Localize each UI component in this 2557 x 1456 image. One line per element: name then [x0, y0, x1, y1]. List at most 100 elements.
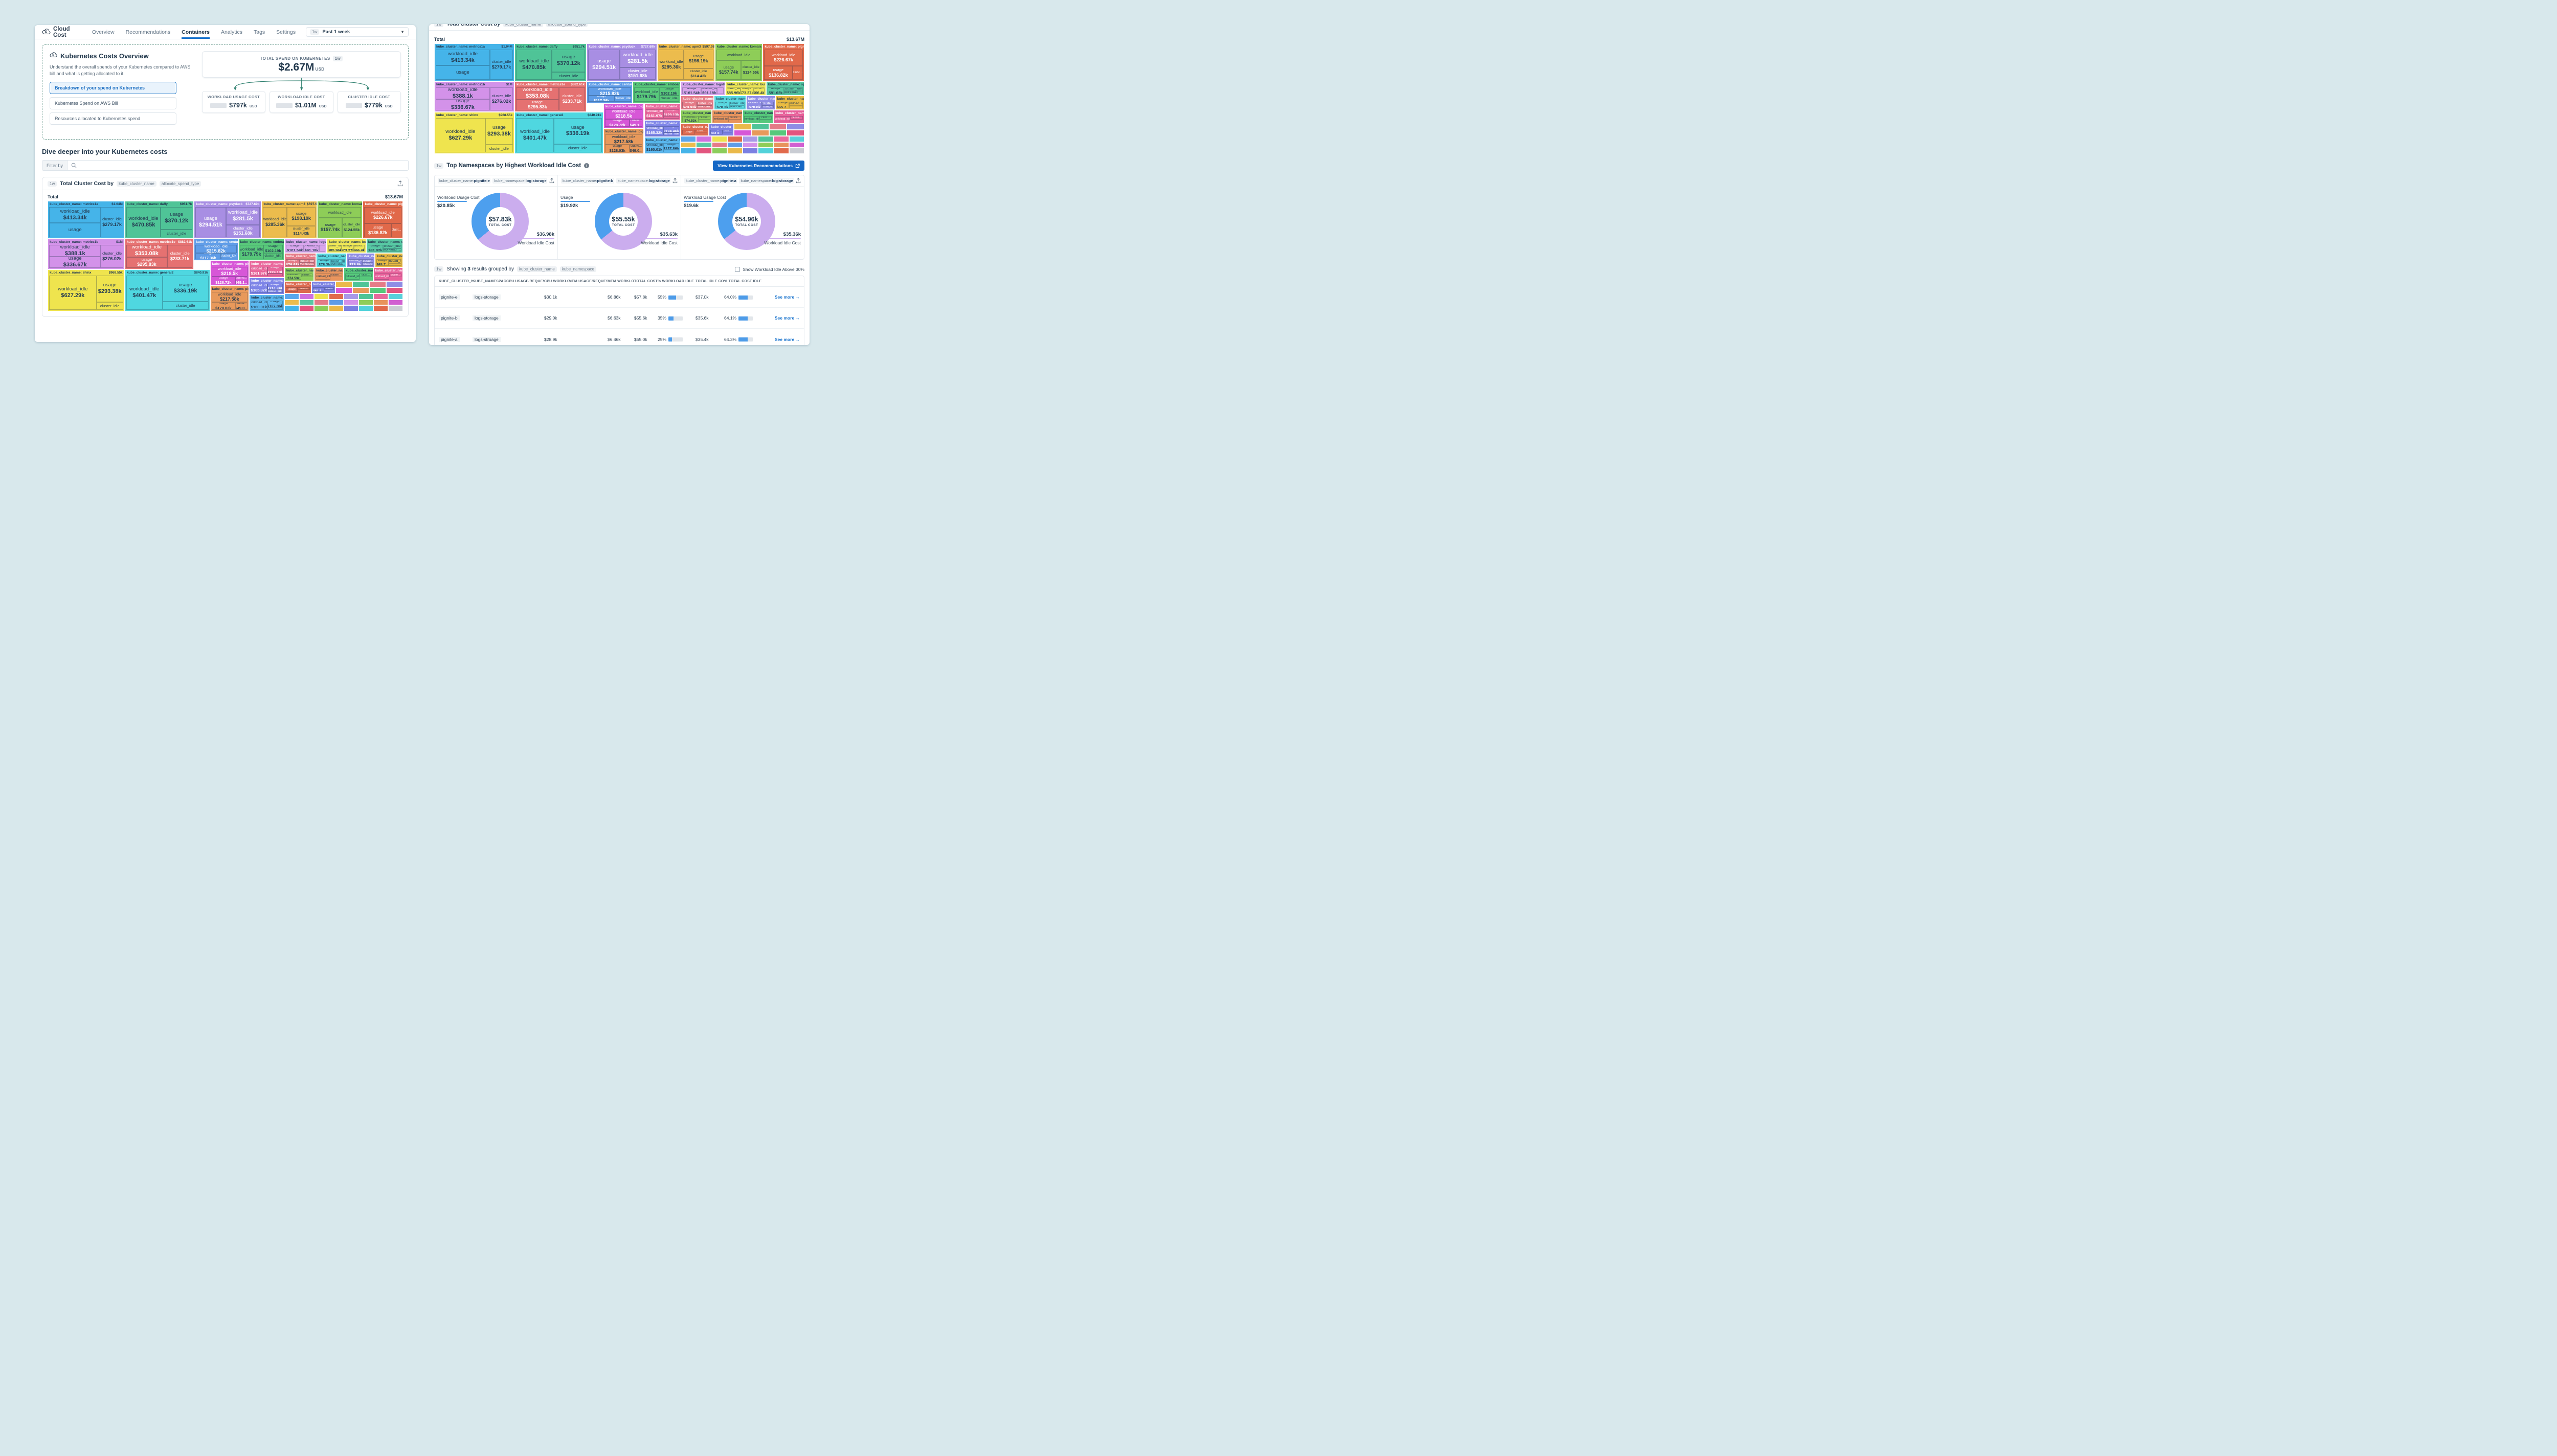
treemap-cell[interactable]: workload_idle $217.58k — [604, 134, 643, 145]
treemap-cell[interactable]: usage $65.7... — [376, 259, 389, 266]
overview-button-0[interactable]: Breakdown of your spend on Kubernetes — [50, 82, 176, 95]
treemap-cell[interactable]: usage $101.54k — [682, 87, 702, 95]
groupby-chip-cluster-name[interactable]: kube_cluster_name — [503, 24, 543, 27]
treemap-cell[interactable]: workload_idle $627.29k — [49, 275, 97, 310]
treemap-group-daffy[interactable]: kube_cluster_name: daffy $951.7k workload_… — [514, 43, 587, 82]
treemap-cell[interactable]: cluster_idle — [615, 96, 632, 102]
treemap-cell[interactable]: workload_idle $627.29k — [436, 118, 485, 152]
treemap-group-metrics1b[interactable]: kube_cluster_name: metrics1b $1M workload_… — [48, 239, 125, 269]
treemap-group-s-cyan[interactable]: kube_cluster_name: s...usage$78.3kcluste… — [316, 253, 347, 268]
treemap-small-tile[interactable] — [388, 299, 403, 306]
export-icon[interactable] — [549, 178, 554, 184]
treemap-cell[interactable]: cluster_idle — [267, 290, 283, 293]
treemap-cell[interactable]: workload... $74.53k — [682, 116, 699, 123]
treemap-small-tile[interactable] — [681, 136, 697, 142]
treemap-small-tile[interactable] — [358, 293, 373, 300]
treemap-small-tile[interactable] — [358, 299, 373, 306]
treemap-small-tile[interactable] — [373, 299, 388, 306]
treemap-small-tile[interactable] — [284, 305, 299, 311]
treemap-cell[interactable]: workload_idle $281.5k — [620, 50, 656, 68]
treemap-cell[interactable]: workload_idle $388.1k — [49, 245, 101, 257]
treemap-group-apm3[interactable]: kube_cluster_name: apm3$597.98kworkload_… — [261, 201, 317, 239]
treemap-small-tile[interactable] — [758, 148, 774, 154]
treemap-cell[interactable]: usage $117.36k — [588, 96, 615, 102]
tab-analytics[interactable]: Analytics — [220, 29, 242, 35]
filter-chip[interactable]: kube_cluster_name:pignite-b — [561, 178, 614, 184]
export-icon[interactable] — [796, 178, 801, 184]
results-chip-cluster-name[interactable]: kube_cluster_name — [517, 266, 557, 272]
donut-chart[interactable]: $54.96k TOTAL COST — [718, 193, 775, 250]
treemap-group-seel-c[interactable]: kube_cluster_nam...workload_idle$78.8kcl… — [746, 96, 775, 110]
treemap-cell[interactable]: workload_idle $388.1k — [436, 87, 490, 100]
treemap-small-tile[interactable] — [335, 287, 353, 293]
treemap-small-tile[interactable] — [789, 142, 804, 148]
treemap-cell[interactable]: workload_idle — [318, 207, 362, 218]
treemap-cell[interactable]: usage — [49, 223, 101, 238]
treemap-cell[interactable]: cluste... — [330, 274, 342, 278]
filter-input[interactable] — [80, 162, 408, 169]
treemap-cell[interactable]: cluster_idle — [162, 301, 209, 310]
treemap-cell[interactable]: cluster_idle $114.43k — [287, 225, 316, 238]
treemap-cell[interactable]: workload_idle$160.01k — [251, 300, 267, 310]
treemap-small-tile[interactable] — [386, 281, 403, 288]
treemap-group-sm1[interactable]: kube_cluster_name: ...workload...$74.53k… — [284, 267, 315, 282]
treemap-cell[interactable]: usage $336.19k — [553, 118, 602, 144]
overview-button-2[interactable]: Resources allocated to Kubernetes spend — [50, 112, 176, 125]
treemap-cell[interactable]: cluster_idle $233.71k — [558, 87, 586, 110]
treemap-cell[interactable]: usage $293.38k — [96, 275, 123, 303]
treemap-cell[interactable]: workload_idle $179.79k — [634, 87, 659, 102]
treemap-cell[interactable]: cluster_idle $114.43k — [684, 68, 713, 80]
treemap-cell[interactable] — [789, 106, 803, 109]
treemap-cell[interactable]: workload_idle $413.34k — [49, 207, 101, 223]
treemap-group-sp-red[interactable]: kube_cluster_name: sp...usage$79.93kclus… — [681, 96, 714, 110]
treemap-small-tile[interactable] — [773, 136, 789, 142]
treemap-small-tile[interactable] — [787, 130, 804, 136]
export-icon[interactable] — [397, 180, 403, 187]
treemap-group-sm3[interactable]: kube_cluster_name:...workload_idleclust.… — [743, 110, 774, 124]
treemap-small-tile[interactable] — [335, 281, 353, 288]
treemap-cell[interactable]: workload_idle $226.67k — [364, 207, 401, 223]
treemap-group-logs8[interactable]: kube_cluster_name: logs8usage$101.54kwor… — [284, 239, 327, 254]
treemap-small-tile[interactable] — [696, 136, 712, 142]
treemap-group-shinx[interactable]: kube_cluster_name: shinx $968.55k workload… — [48, 269, 125, 311]
treemap-cell[interactable]: clust... — [360, 274, 372, 278]
treemap-cell[interactable] — [663, 116, 680, 119]
treemap-cell[interactable]: workload_idle $218.5k — [604, 109, 643, 120]
treemap-small-tile[interactable] — [358, 305, 373, 311]
results-chip-namespace[interactable]: kube_namespace — [559, 266, 596, 272]
treemap-group-gold2[interactable]: kube_cluster_nam...usage$65.7...workload… — [775, 96, 804, 110]
treemap-cell[interactable]: workload_idle $401.47k — [126, 275, 163, 310]
treemap-small-tile[interactable] — [343, 293, 358, 300]
treemap-cell[interactable]: cluster_idle — [783, 87, 803, 91]
treemap-group-shinx[interactable]: kube_cluster_name: shinx $968.55k workload… — [434, 111, 515, 154]
treemap-cell[interactable]: workload_... — [783, 90, 803, 95]
treemap-group-pignite-b[interactable]: kube_cluster_name: pignite-bworkload_idl… — [210, 260, 250, 286]
treemap-small-tile[interactable] — [696, 142, 712, 148]
treemap-cell[interactable]: usage $79.93k — [682, 102, 697, 109]
treemap-cell[interactable]: cluster_idle $233.71k — [167, 245, 193, 268]
treemap-small-tile[interactable] — [313, 293, 329, 300]
treemap-group-metrics1e[interactable]: kube_cluster_name: metrics1e $882.61k work… — [514, 81, 587, 112]
treemap-cell[interactable]: cluster_idle $276.02k — [101, 245, 123, 268]
treemap-group-seel-b[interactable]: kube_cluster_name: seel-bworkload_idle$1… — [249, 294, 284, 311]
treemap-small-tile[interactable] — [789, 148, 804, 154]
treemap-cell[interactable]: usage$61.8... — [710, 130, 723, 134]
treemap-group-emboar[interactable]: kube_cluster_name: emboar workload_idle $1… — [633, 81, 681, 103]
treemap-group-daffy[interactable]: kube_cluster_name: daffy $951.7k workload_… — [124, 201, 194, 239]
filter-chip[interactable]: kube_cluster_name:pignite-e — [438, 178, 491, 184]
treemap-cell[interactable]: usage $294.51k — [195, 207, 226, 238]
treemap-small-tile[interactable] — [773, 142, 789, 148]
treemap-cell[interactable]: usage $78.3k — [318, 259, 331, 266]
treemap-small-tile[interactable] — [743, 136, 758, 142]
treemap-small-tile[interactable] — [299, 293, 314, 300]
treemap-small-tile[interactable] — [752, 130, 770, 136]
treemap-cell[interactable]: workload_idle — [716, 50, 761, 61]
treemap-cell[interactable]: workload... — [300, 263, 315, 266]
time-range-select[interactable]: 1w Past 1 week ▼ — [306, 27, 409, 37]
treemap-cell[interactable]: workload_idle — [316, 274, 330, 280]
treemap-group-seel-e[interactable]: kube_cluster_name: seel-eworkload_idle$1… — [644, 103, 681, 120]
treemap-small-tile[interactable] — [284, 299, 299, 306]
treemap-small-tile[interactable] — [352, 281, 369, 288]
treemap-group-logs8[interactable]: kube_cluster_name: logs8usage$101.54kwor… — [681, 81, 726, 96]
treemap-cell[interactable]: workload_idle $218.5k — [211, 266, 248, 277]
